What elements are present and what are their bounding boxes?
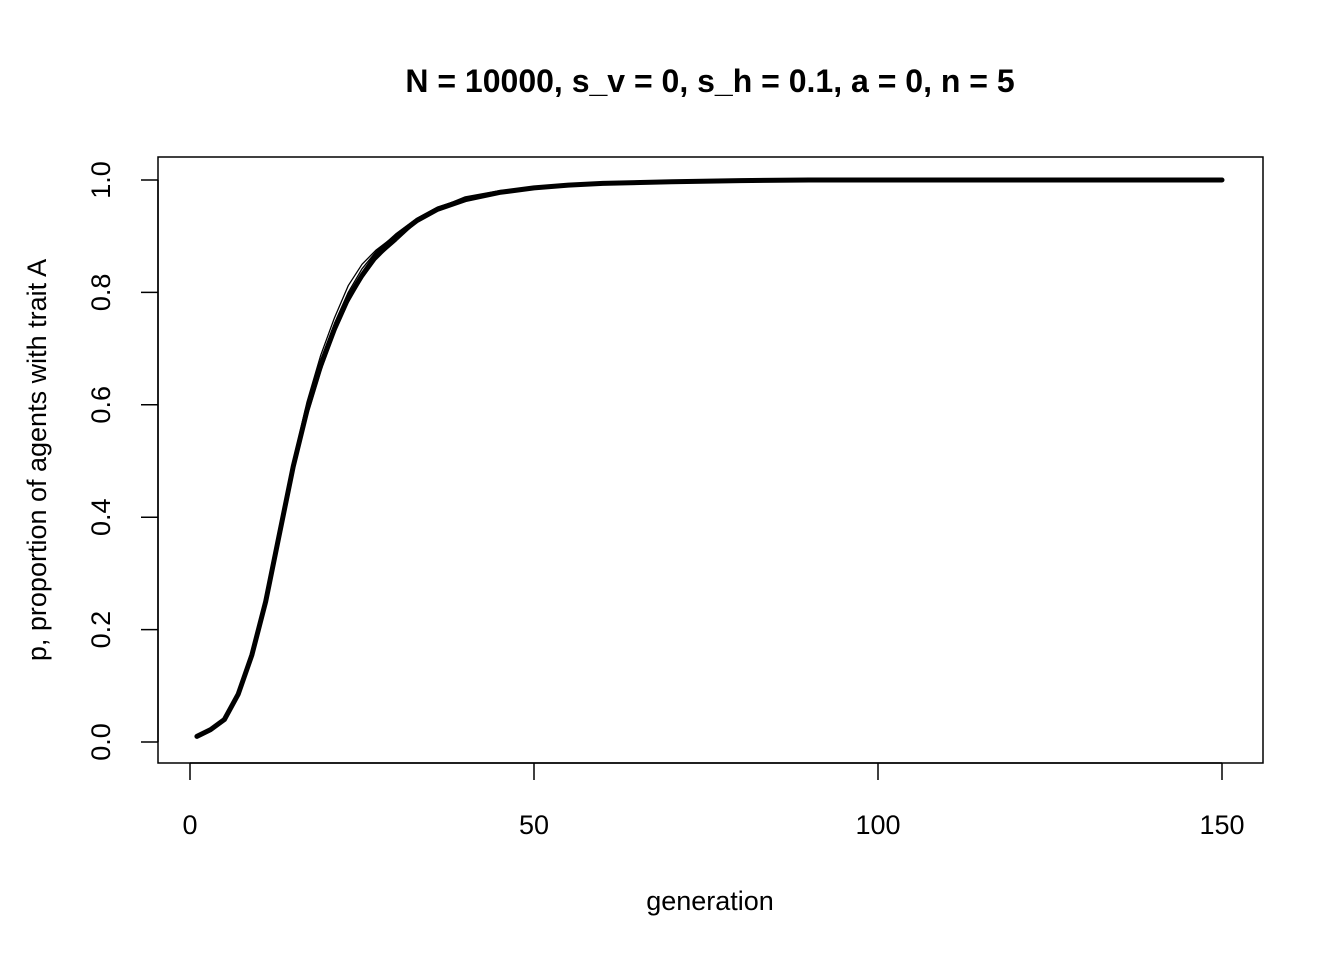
y-tick-label: 0.4 [86,498,116,536]
replicate-line-1 [196,179,1222,737]
x-tick-label: 100 [855,810,900,840]
y-axis-label: p, proportion of agents with trait A [22,259,52,661]
x-axis-label: generation [646,886,774,916]
replicate-line-2 [196,179,1222,737]
y-tick-label: 1.0 [86,161,116,199]
mean-line [194,177,1225,739]
y-tick-label: 0.2 [86,611,116,649]
x-tick-label: 0 [182,810,197,840]
chart-title: N = 10000, s_v = 0, s_h = 0.1, a = 0, n … [405,63,1014,99]
replicate-line-4 [196,179,1222,737]
x-axis: 0 50 100 150 [182,762,1245,840]
y-axis: 0.0 0.2 0.4 0.6 0.8 1.0 [86,161,159,761]
replicate-line-3 [196,179,1222,737]
series-group [194,177,1225,739]
y-tick-label: 0.8 [86,274,116,312]
plot-frame [157,156,1264,764]
x-tick-label: 50 [519,810,549,840]
y-tick-label: 0.0 [86,723,116,761]
replicate-line-5 [196,179,1222,737]
x-tick-label: 150 [1199,810,1244,840]
y-tick-label: 0.6 [86,386,116,424]
